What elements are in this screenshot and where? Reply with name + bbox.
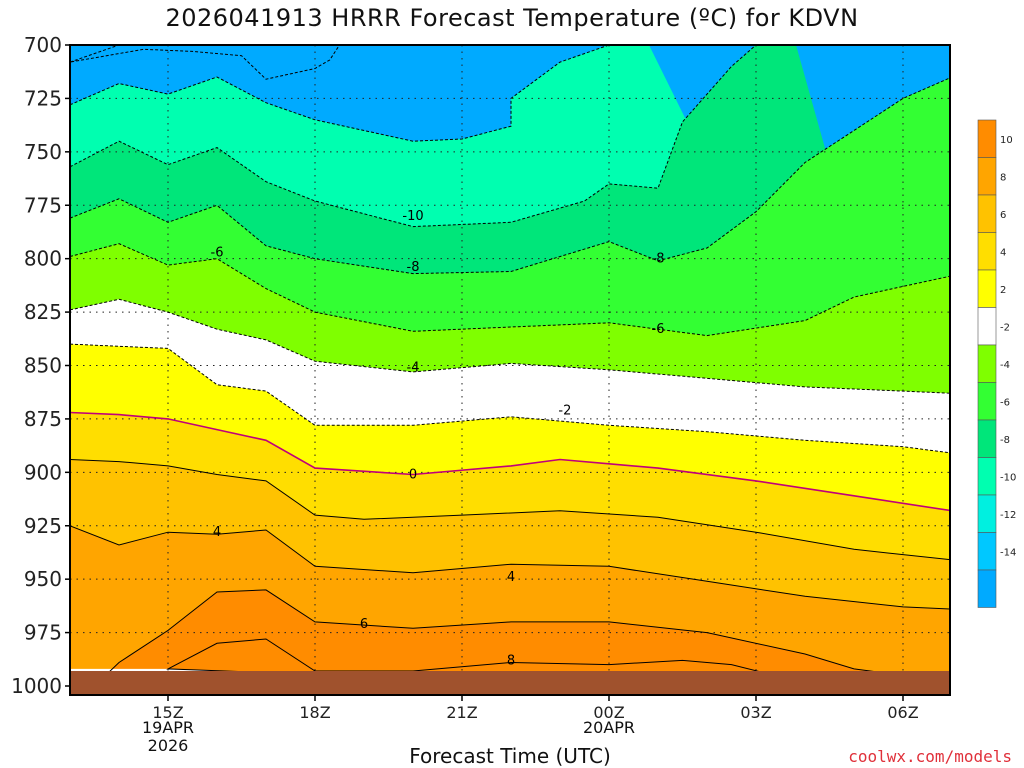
y-tick-label: 825 — [24, 300, 62, 324]
y-axis: 700 725 750 775 800 825 850 875 900 925 950 975 1000 — [11, 33, 70, 698]
credit-link[interactable]: coolwx.com/models — [848, 747, 1012, 766]
y-tick-label: 900 — [24, 460, 62, 484]
y-tick-label: 875 — [24, 407, 62, 431]
contour-line--8 — [70, 77, 950, 275]
contour-line--6 — [70, 243, 950, 337]
contour-line-0 — [70, 411, 950, 512]
contour-label: 4 — [213, 525, 221, 540]
colorbar-label: 2 — [1000, 285, 1006, 296]
colorbar-label: 10 — [1000, 135, 1013, 146]
x-tick-label: 15Z — [152, 703, 183, 722]
x-tick-label: 21Z — [446, 703, 477, 722]
x-tick-label: 00Z — [593, 703, 624, 722]
contour-labels: -10 -8 -8 -6 -6 -4 -2 0 4 4 6 8 — [211, 209, 665, 668]
plot-frame — [69, 44, 951, 696]
contour-label: -4 — [407, 361, 420, 376]
colorbar-swatch — [977, 494, 997, 533]
contour-line--4 — [70, 298, 950, 394]
x-tick-label: 06Z — [887, 703, 918, 722]
band-coldest-pocket — [70, 45, 340, 80]
contour-line--12 — [70, 45, 610, 142]
colorbar-swatch — [977, 269, 997, 308]
colorbar-label: 8 — [1000, 172, 1006, 183]
colorbar-swatch — [977, 119, 997, 158]
y-tick-label: 750 — [24, 140, 62, 164]
contour-line-4 — [70, 525, 950, 610]
temperature-filled-bands — [70, 45, 950, 695]
contour-label: -8 — [407, 260, 420, 275]
colorbar-swatch — [977, 232, 997, 271]
y-tick-label: 925 — [24, 514, 62, 538]
contour-label: -6 — [211, 245, 224, 260]
x-tick-label: 03Z — [740, 703, 771, 722]
contour-line--10 — [70, 45, 757, 228]
contour-label: -8 — [652, 252, 665, 267]
contour-line--2 — [70, 343, 950, 454]
y-tick-label: 725 — [24, 86, 62, 110]
x-axis: 15Z 18Z 21Z 00Z 03Z 06Z — [152, 695, 919, 722]
colorbar-label: -14 — [1000, 547, 1016, 558]
contour-label: -10 — [402, 209, 423, 224]
colorbar-label: 4 — [1000, 247, 1006, 258]
y-tick-label: 700 — [24, 33, 62, 57]
y-tick-label: 950 — [24, 567, 62, 591]
colorbar-swatch — [977, 157, 997, 196]
y-tick-label: 850 — [24, 354, 62, 378]
x-tick-label: 18Z — [299, 703, 330, 722]
y-tick-label: 775 — [24, 193, 62, 217]
colorbar-label: -4 — [1000, 360, 1010, 371]
contour-line-2 — [70, 459, 950, 561]
contour-label: -2 — [558, 403, 571, 418]
y-tick-label: 1000 — [11, 674, 62, 698]
colorbar-label: -6 — [1000, 397, 1010, 408]
colorbar-label: 6 — [1000, 210, 1006, 221]
contour-label: -6 — [652, 322, 665, 337]
contour-label: 8 — [507, 653, 515, 668]
ground-layer — [70, 671, 950, 695]
contour-line-6 — [94, 589, 950, 687]
colorbar-swatch — [977, 457, 997, 496]
contour-line--14 — [70, 45, 341, 80]
colorbar-swatch — [977, 307, 997, 346]
colorbar-swatch — [977, 569, 997, 608]
contour-label: 0 — [409, 467, 417, 482]
x-axis-label: Forecast Time (UTC) — [409, 744, 611, 768]
colorbar-swatch — [977, 382, 997, 421]
colorbar-swatch — [977, 532, 997, 571]
colorbar-label: -12 — [1000, 510, 1016, 521]
colorbar-legend: 10 8 6 4 2 -2 -4 -6 -8 -10 -12 -14 — [977, 119, 1016, 608]
chart-title: 2026041913 HRRR Forecast Temperature (ºC… — [165, 4, 859, 32]
contour-label: 4 — [507, 570, 515, 585]
date-label: 19APR — [141, 718, 195, 737]
ground-surface — [70, 671, 950, 695]
colorbar-label: -10 — [1000, 472, 1016, 483]
colorbar-label: -8 — [1000, 435, 1010, 446]
colorbar-swatch — [977, 344, 997, 383]
colorbar-swatch — [977, 419, 997, 458]
y-tick-label: 975 — [24, 621, 62, 645]
date-label: 20APR — [582, 718, 636, 737]
colorbar-swatch — [977, 194, 997, 233]
date-label: 2026 — [147, 736, 189, 755]
y-tick-label: 800 — [24, 247, 62, 271]
contour-label: 6 — [360, 617, 368, 632]
colorbar-label: -2 — [1000, 322, 1010, 333]
